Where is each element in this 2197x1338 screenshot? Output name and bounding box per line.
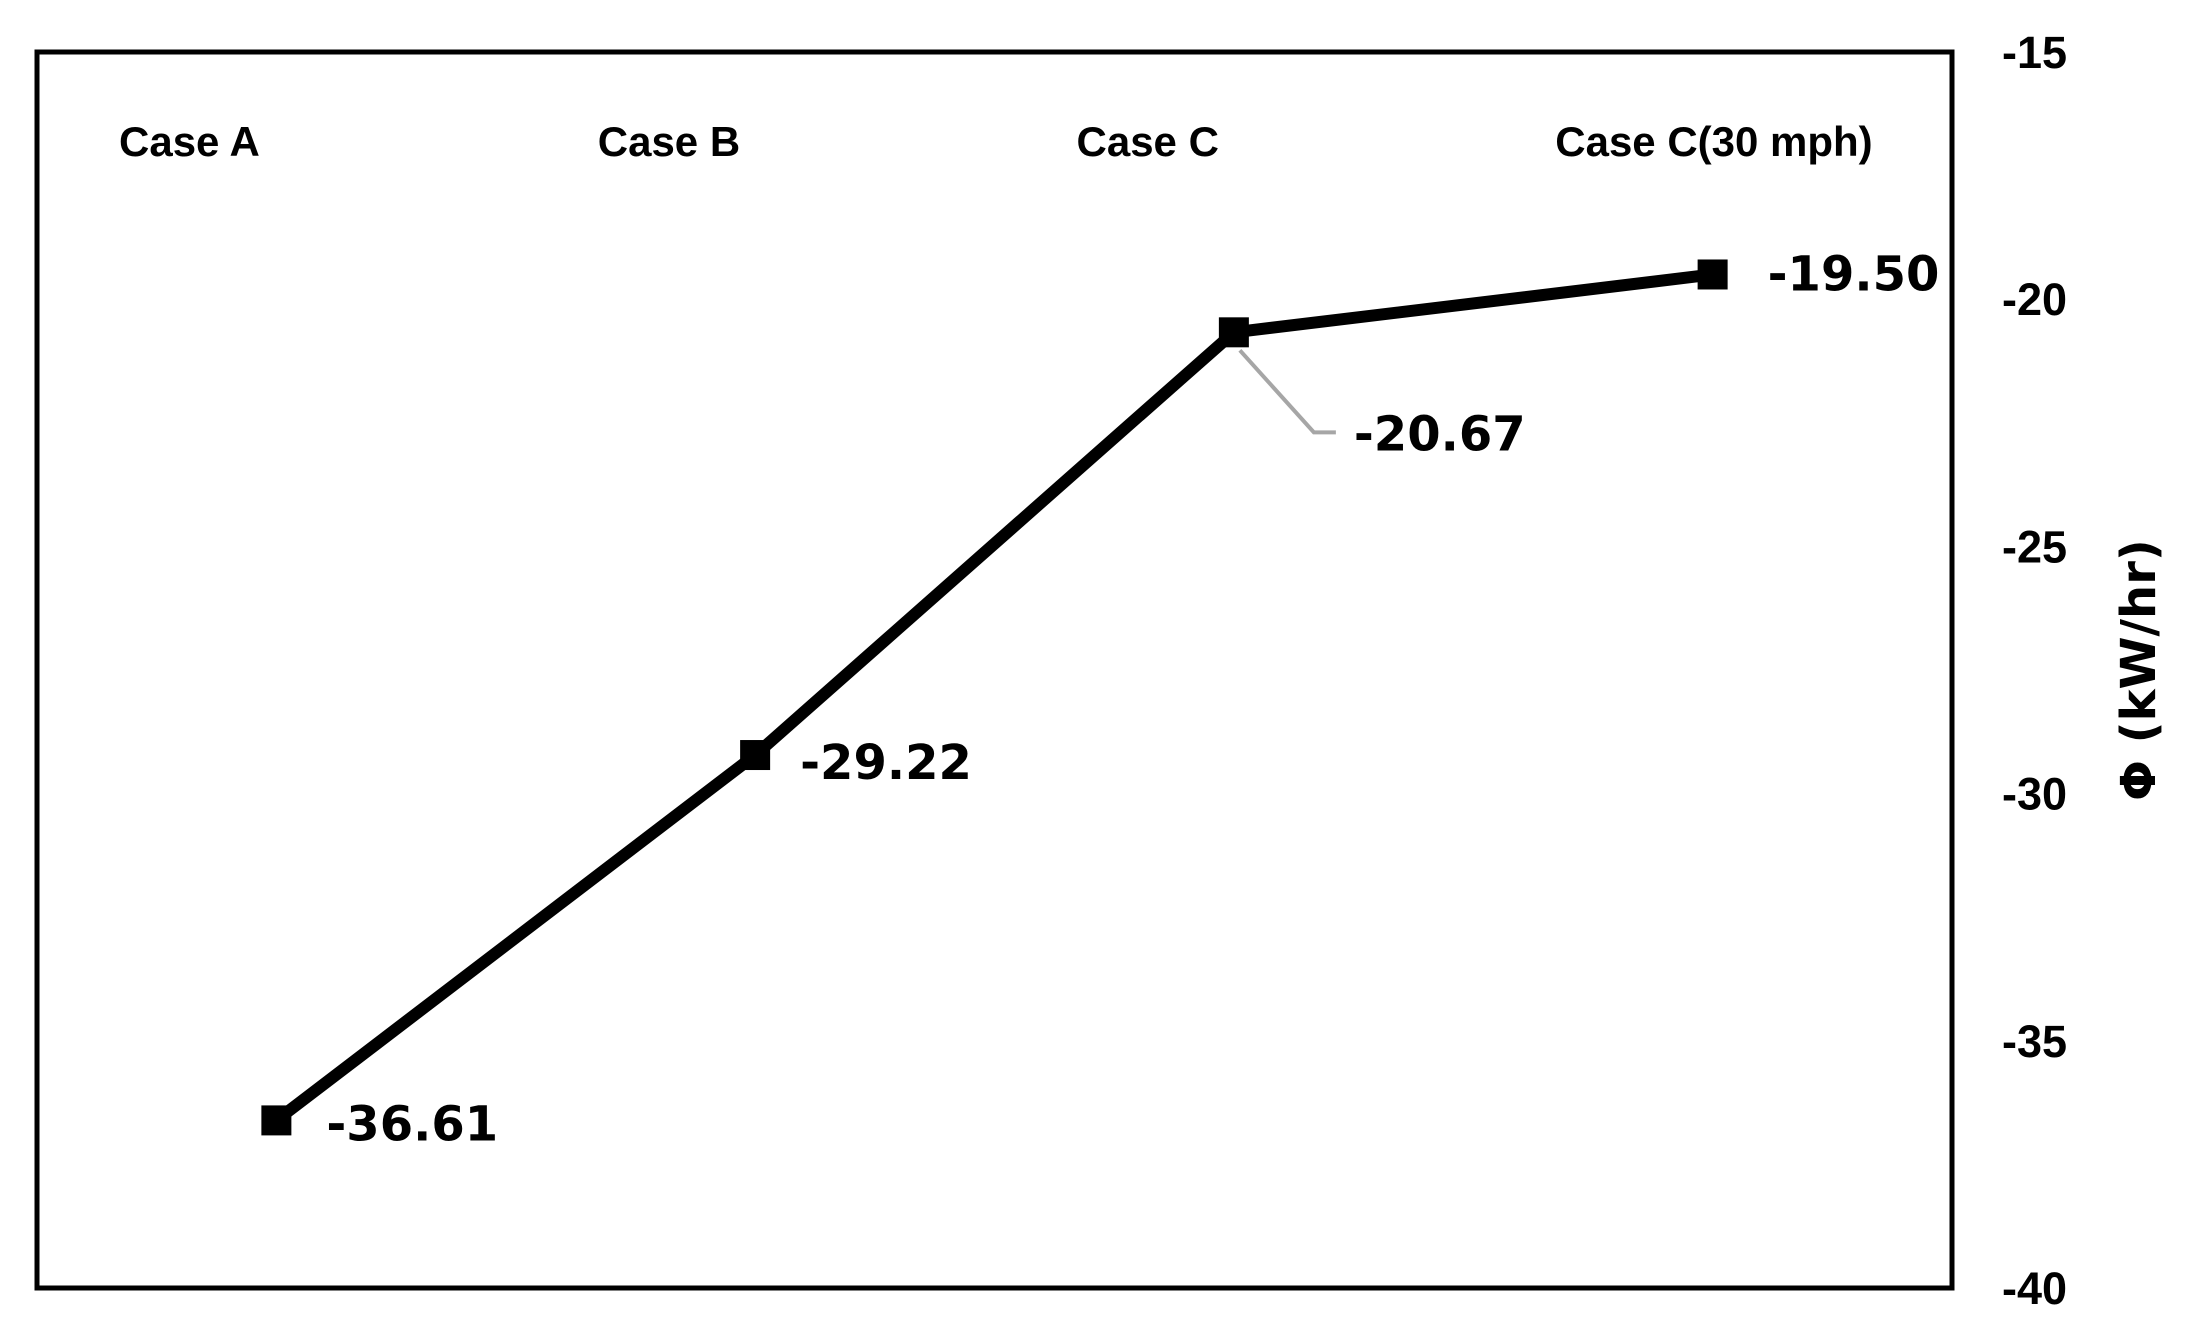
category-label: Case B xyxy=(598,118,740,165)
series-line-group xyxy=(272,268,1714,1126)
data-markers xyxy=(261,259,1728,1136)
y-tick-label: -40 xyxy=(2002,1263,2067,1314)
label-leader-line xyxy=(1238,348,1336,435)
data-value-label: -36.61 xyxy=(326,1096,498,1152)
data-marker xyxy=(1697,259,1728,290)
data-value-labels: -36.61 -29.22 -20.67 -19.50 xyxy=(326,246,1939,1152)
y-tick-label: -25 xyxy=(2002,521,2067,572)
category-label: Case C xyxy=(1077,118,1219,165)
y-tick-label: -20 xyxy=(2002,274,2067,325)
category-labels: Case A Case B Case C Case C(30 mph) xyxy=(119,118,1873,165)
category-label: Case A xyxy=(119,118,260,165)
y-axis-title: Φ (kW/hr) xyxy=(2111,539,2167,801)
plot-frame xyxy=(34,49,1955,1291)
y-tick-label: -35 xyxy=(2002,1016,2067,1067)
category-label: Case C(30 mph) xyxy=(1555,118,1872,165)
leader-lines xyxy=(1238,348,1336,435)
y-axis-ticks: -15 -20 -25 -30 -35 -40 xyxy=(2002,27,2067,1314)
y-tick-label: -15 xyxy=(2002,27,2067,78)
data-value-label: -29.22 xyxy=(800,735,972,791)
series-line xyxy=(272,268,1714,1126)
data-marker xyxy=(1218,317,1249,348)
data-value-label: -19.50 xyxy=(1768,246,1940,302)
data-marker xyxy=(740,740,771,771)
data-marker xyxy=(261,1105,292,1136)
data-value-label: -20.67 xyxy=(1354,406,1526,462)
y-tick-label: -30 xyxy=(2002,769,2067,820)
